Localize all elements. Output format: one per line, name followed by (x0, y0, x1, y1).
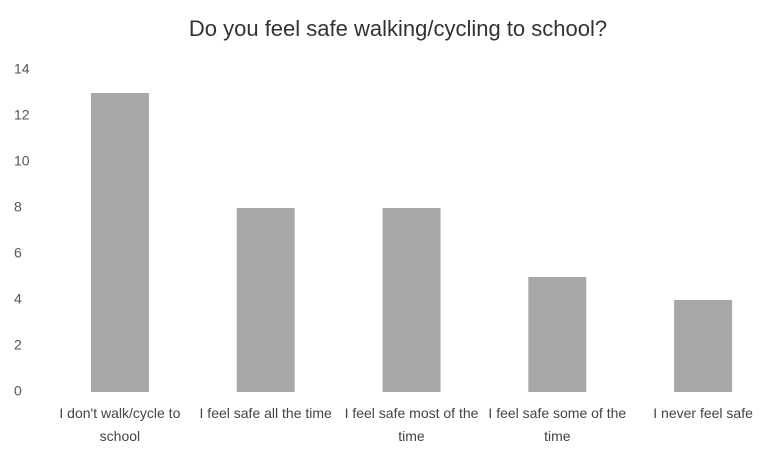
x-tick-label: I don't walk/cycle to school (59, 405, 181, 444)
x-tick-label: I never feel safe (653, 405, 753, 421)
x-tick-label: I feel safe all the time (199, 405, 332, 421)
y-tick-label: 12 (14, 107, 30, 123)
bar (528, 277, 587, 392)
bar (90, 93, 149, 392)
y-tick-label: 0 (14, 383, 22, 399)
x-tick-label: I feel safe some of the time (488, 405, 627, 444)
bar (236, 208, 295, 392)
y-tick-label: 6 (14, 245, 22, 261)
y-tick-label: 8 (14, 199, 22, 215)
x-tick-label: I feel safe most of the time (344, 405, 479, 444)
bar (674, 300, 733, 392)
bar (382, 208, 441, 392)
chart-title: Do you feel safe walking/cycling to scho… (189, 16, 607, 41)
y-tick-label: 14 (14, 61, 30, 77)
y-tick-label: 4 (14, 291, 22, 307)
y-tick-label: 10 (14, 153, 30, 169)
y-tick-label: 2 (14, 337, 22, 353)
